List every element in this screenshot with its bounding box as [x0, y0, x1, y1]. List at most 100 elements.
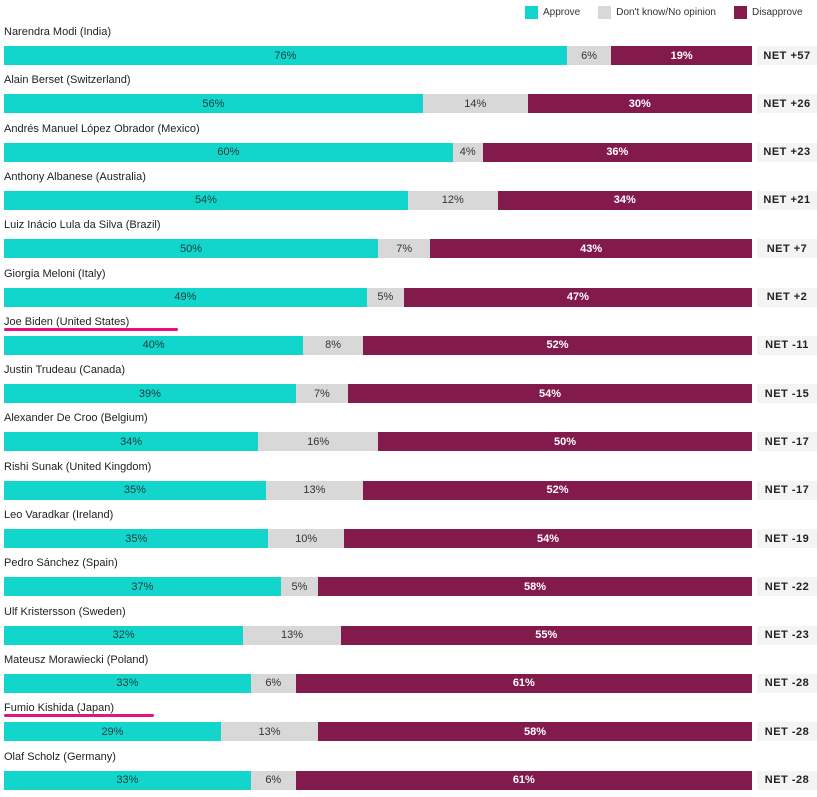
highlight-underline	[4, 714, 154, 718]
net-score: NET +57	[757, 46, 817, 65]
bar-segment-disapprove: 54%	[348, 384, 752, 404]
chart-row: Fumio Kishida (Japan) 29% 13% 58% NET -28	[0, 702, 817, 748]
leader-name: Leo Varadkar (Ireland)	[4, 509, 114, 521]
bar-segment-disapprove: 58%	[318, 577, 752, 597]
stacked-bar: 54% 12% 34%	[4, 190, 752, 210]
chart-row: Narendra Modi (India) 76% 6% 19% NET +57	[0, 26, 817, 72]
leader-name: Giorgia Meloni (Italy)	[4, 267, 106, 280]
bar-segment-dont-know: 13%	[265, 480, 364, 500]
chart-row: Pedro Sánchez (Spain) 37% 5% 58% NET -22	[0, 557, 817, 603]
bar-segment-disapprove: 52%	[363, 335, 752, 355]
bar-segment-approve: 33%	[4, 770, 251, 790]
bar-segment-dont-know: 5%	[366, 287, 404, 307]
bar-segment-dont-know: 6%	[250, 770, 296, 790]
leader-name: Joe Biden (United States)	[4, 315, 130, 328]
bar-segment-disapprove: 52%	[363, 480, 752, 500]
net-score: NET -17	[757, 480, 817, 500]
chart-legend: Approve Don't know/No opinion Disapprove	[525, 5, 803, 19]
chart-row: Justin Trudeau (Canada) 39% 7% 54% NET -15	[0, 364, 817, 410]
bar-segment-approve: 60%	[4, 142, 453, 162]
bar-segment-dont-know: 5%	[280, 577, 319, 597]
stacked-bar: 37% 5% 58%	[4, 577, 752, 597]
chart-row: Giorgia Meloni (Italy) 49% 5% 47% NET +2	[0, 268, 817, 314]
leader-name: Rishi Sunak (United Kingdom)	[4, 460, 152, 473]
bar-segment-disapprove: 54%	[343, 529, 752, 548]
stacked-bar: 56% 14% 30%	[4, 94, 752, 114]
leader-name: Fumio Kishida (Japan)	[4, 702, 115, 715]
net-score: NET -28	[757, 722, 817, 742]
chart-row: Alain Berset (Switzerland) 56% 14% 30% NET +…	[0, 74, 817, 120]
legend-swatch-approve	[525, 5, 538, 19]
legend-item-disapprove: Disapprove	[734, 5, 803, 19]
legend-label-approve: Approve	[543, 6, 581, 18]
bar-segment-approve: 39%	[4, 384, 296, 404]
net-score: NET -23	[757, 625, 817, 645]
leader-name: Olaf Scholz (Germany)	[4, 750, 116, 763]
bar-segment-approve: 32%	[4, 625, 244, 645]
bar-segment-approve: 49%	[4, 287, 367, 307]
legend-item-dont-know: Don't know/No opinion	[598, 5, 734, 19]
stacked-bar: 32% 13% 55%	[4, 625, 752, 645]
chart-row: Rishi Sunak (United Kingdom) 35% 13% 52% NET…	[0, 461, 817, 507]
bar-segment-dont-know: 16%	[258, 432, 378, 452]
bar-segment-disapprove: 30%	[527, 94, 752, 114]
bar-segment-disapprove: 19%	[611, 46, 752, 65]
net-score: NET -11	[757, 335, 817, 355]
net-score: NET +2	[757, 287, 817, 307]
net-score: NET +23	[757, 142, 817, 162]
net-score: NET +7	[757, 239, 817, 259]
bar-segment-approve: 40%	[4, 335, 304, 355]
net-score: NET +21	[757, 190, 817, 210]
chart-row: Andrés Manuel López Obrador (Mexico) 60% 4…	[0, 123, 817, 169]
bar-segment-approve: 76%	[4, 46, 567, 65]
bar-segment-approve: 35%	[4, 529, 269, 548]
stacked-bar: 50% 7% 43%	[4, 239, 752, 259]
legend-label-disapprove: Disapprove	[752, 6, 803, 18]
bar-segment-disapprove: 34%	[497, 190, 752, 210]
bar-segment-approve: 56%	[4, 94, 423, 114]
chart-row: Joe Biden (United States) 40% 8% 52% NET -11	[0, 316, 817, 362]
bar-segment-dont-know: 4%	[452, 142, 483, 162]
bar-segment-disapprove: 50%	[377, 432, 752, 452]
net-score: NET -15	[757, 384, 817, 404]
legend-item-approve: Approve	[525, 5, 598, 19]
chart-row: Olaf Scholz (Germany) 33% 6% 61% NET -28	[0, 751, 817, 797]
legend-swatch-dont-know	[598, 5, 612, 19]
bar-segment-dont-know: 13%	[243, 625, 341, 645]
chart-row: Alexander De Croo (Belgium) 34% 16% 50% NET …	[0, 412, 817, 458]
chart-row: Mateusz Morawiecki (Poland) 33% 6% 61% NET -…	[0, 654, 817, 700]
bar-segment-dont-know: 7%	[295, 384, 349, 404]
stacked-bar: 49% 5% 47%	[4, 287, 752, 307]
stacked-bar: 35% 13% 52%	[4, 480, 752, 500]
bar-segment-dont-know: 10%	[268, 529, 344, 548]
stacked-bar: 29% 13% 58%	[4, 722, 752, 742]
bar-segment-approve: 34%	[4, 432, 259, 452]
chart-row: Anthony Albanese (Australia) 54% 12% 34% NET…	[0, 171, 817, 217]
leader-name: Narendra Modi (India)	[4, 26, 111, 38]
net-score: NET -22	[757, 577, 817, 597]
bar-segment-disapprove: 61%	[295, 770, 752, 790]
leader-name: Ulf Kristersson (Sweden)	[4, 605, 126, 618]
chart-row: Luiz Inácio Lula da Silva (Brazil) 50% 7% 4…	[0, 219, 817, 265]
legend-label-dont-know: Don't know/No opinion	[616, 6, 716, 18]
leader-name: Anthony Albanese (Australia)	[4, 170, 146, 183]
stacked-bar: 33% 6% 61%	[4, 673, 752, 693]
leader-name: Pedro Sánchez (Spain)	[4, 557, 118, 570]
chart-row: Ulf Kristersson (Sweden) 32% 13% 55% NET -23	[0, 606, 817, 652]
bar-segment-dont-know: 6%	[250, 673, 296, 693]
leader-name: Alexander De Croo (Belgium)	[4, 412, 148, 425]
chart-row: Leo Varadkar (Ireland) 35% 10% 54% NET -19	[0, 509, 817, 555]
bar-segment-dont-know: 6%	[566, 46, 612, 65]
leader-name: Alain Berset (Switzerland)	[4, 74, 131, 87]
bar-segment-approve: 50%	[4, 239, 378, 259]
bar-segment-dont-know: 14%	[422, 94, 528, 114]
net-score: NET -28	[757, 770, 817, 790]
bar-segment-approve: 29%	[4, 722, 221, 742]
bar-segment-approve: 54%	[4, 190, 408, 210]
stacked-bar: 33% 6% 61%	[4, 770, 752, 790]
highlight-underline	[4, 327, 178, 331]
bar-segment-disapprove: 61%	[295, 673, 752, 693]
stacked-bar: 39% 7% 54%	[4, 384, 752, 404]
bar-segment-dont-know: 12%	[407, 190, 498, 210]
